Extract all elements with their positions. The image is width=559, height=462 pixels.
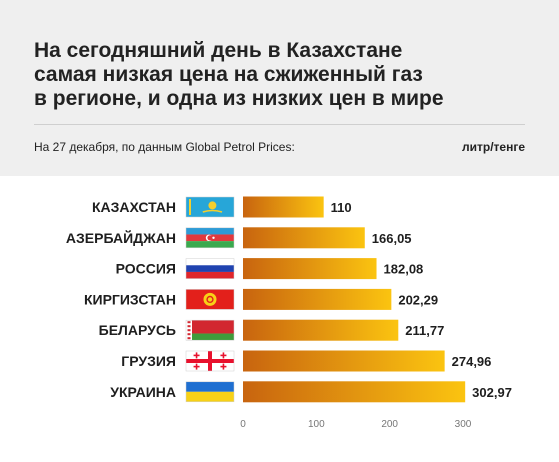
header-divider (34, 124, 525, 125)
x-tick-label: 100 (308, 419, 325, 430)
title-line-1: На сегодняшний день в Казахстане (34, 39, 403, 62)
bar (243, 350, 445, 372)
category-label: РОССИЯ (116, 261, 176, 277)
value-label: 166,05 (372, 231, 412, 246)
header-panel: На сегодняшний день в Казахстане самая н… (0, 0, 559, 176)
bar-row: КИРГИЗСТАН 202,29 (84, 288, 438, 310)
value-label: 182,08 (384, 262, 424, 277)
x-tick-label: 300 (455, 419, 472, 430)
value-label: 302,97 (472, 385, 512, 400)
bar (243, 381, 466, 403)
azerbaijan-flag (185, 227, 235, 249)
bar-row: РОССИЯ 182,08 (116, 258, 424, 280)
category-label: ГРУЗИЯ (121, 353, 176, 369)
bar-row: АЗЕРБАЙДЖАН 166,05 (66, 227, 412, 249)
value-label: 202,29 (398, 292, 438, 307)
georgia-flag (185, 350, 235, 372)
price-bar-chart: КАЗАХСТАН 110 АЗЕРБАЙДЖАН 166,05 РОССИЯ 182,0… (66, 196, 512, 430)
kyrgyzstan-flag (185, 289, 235, 310)
category-label: КАЗАХСТАН (92, 199, 176, 215)
bar (243, 319, 399, 341)
kazakhstan-flag (185, 196, 235, 218)
bar-row: ГРУЗИЯ 274,96 (121, 350, 492, 372)
category-label: КИРГИЗСТАН (84, 291, 176, 307)
x-tick-label: 200 (381, 419, 398, 430)
value-label: 211,77 (405, 323, 444, 338)
page-title: На сегодняшний день в Казахстане самая н… (34, 39, 534, 111)
category-label: УКРАИНА (110, 384, 176, 400)
category-label: АЗЕРБАЙДЖАН (66, 229, 176, 246)
value-label: 274,96 (452, 354, 492, 369)
value-label: 110 (331, 200, 352, 215)
category-label: БЕЛАРУСЬ (99, 322, 176, 338)
unit-label: литр/тенге (461, 140, 525, 154)
bar (243, 258, 377, 280)
belarus-flag (185, 319, 235, 341)
title-line-3: в регионе, и одна из низких цен в мире (34, 87, 444, 110)
ukraine-flag (185, 381, 235, 403)
bar (243, 196, 324, 218)
russia-flag (185, 258, 235, 279)
bar-row: УКРАИНА 302,97 (110, 381, 512, 403)
source-note: На 27 декабря, по данным Global Petrol P… (34, 140, 295, 154)
x-tick-label: 0 (240, 419, 246, 430)
bar-row: БЕЛАРУСЬ 211,77 (99, 319, 444, 341)
bar-row: КАЗАХСТАН 110 (92, 196, 352, 218)
bar (243, 288, 392, 310)
title-line-2: самая низкая цена на сжиженный газ (34, 63, 423, 86)
bar (243, 227, 365, 249)
